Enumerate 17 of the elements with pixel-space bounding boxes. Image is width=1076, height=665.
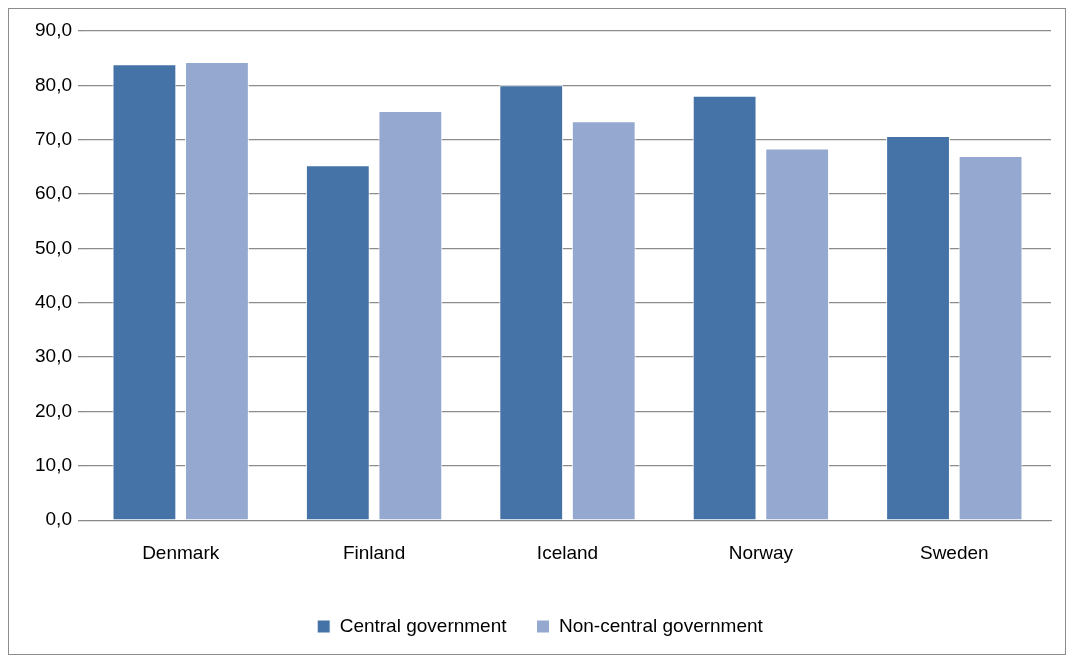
y-tick-label: 40,0 [35, 291, 72, 313]
x-tick-label: Denmark [142, 541, 220, 563]
y-tick-label: 0,0 [45, 508, 72, 530]
x-tick-label: Sweden [919, 541, 989, 563]
legend-label: Central government [339, 614, 508, 636]
y-tick-label: 60,0 [35, 182, 72, 204]
y-tick-label: 80,0 [35, 73, 72, 95]
y-tick-label: 20,0 [35, 399, 72, 421]
y-tick-label: 70,0 [35, 127, 72, 149]
x-tick-label: Finland [342, 541, 406, 563]
x-tick-label: Iceland [536, 541, 599, 563]
x-tick-label: Norway [728, 541, 794, 563]
y-tick-label: 50,0 [35, 236, 72, 258]
y-tick-label: 90,0 [35, 19, 72, 41]
y-tick-label: 30,0 [35, 345, 72, 367]
y-tick-label: 10,0 [35, 454, 72, 476]
legend-label: Non-central government [559, 614, 764, 636]
